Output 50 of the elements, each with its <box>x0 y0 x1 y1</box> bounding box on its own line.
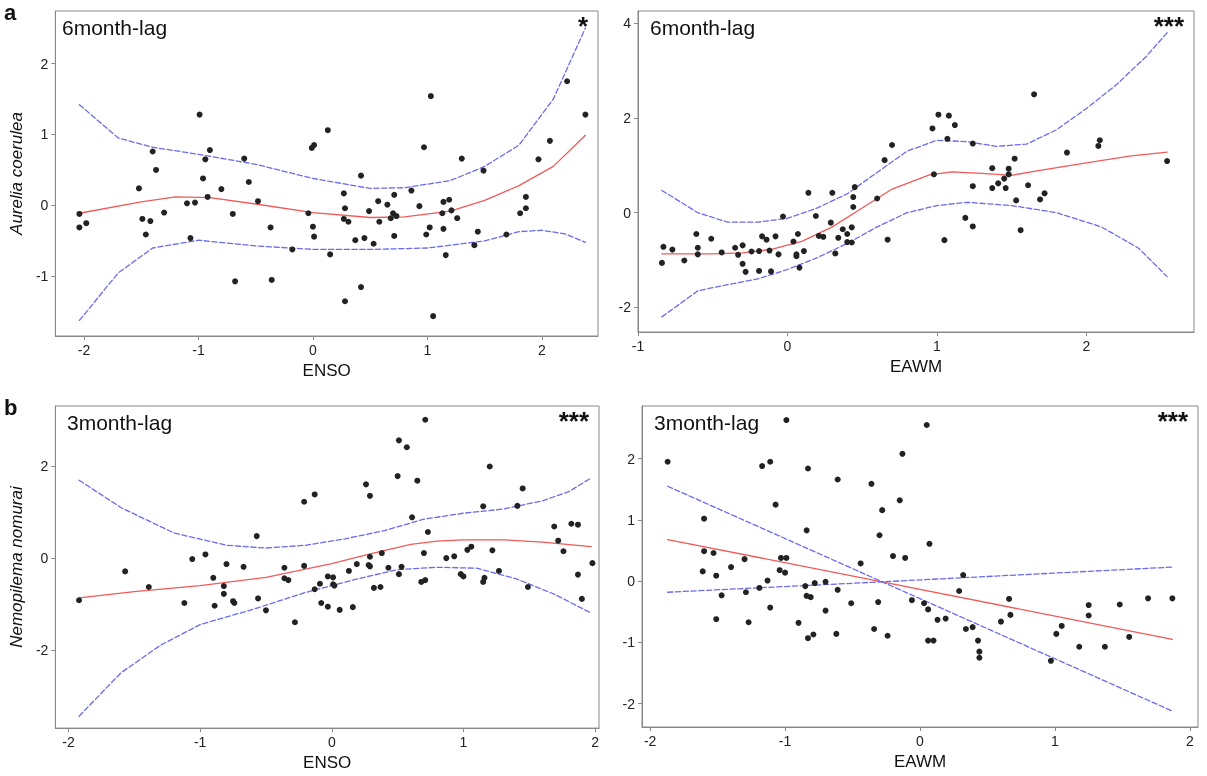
y-tick-label: 2 <box>40 458 49 475</box>
text: a <box>4 0 17 25</box>
y-tick-label: -2 <box>618 299 632 316</box>
annotation: 6month-lag <box>62 16 168 39</box>
x-axis-title: EAWM <box>889 356 943 376</box>
annotation: *** <box>1157 406 1189 436</box>
x-tick-label: -2 <box>62 734 75 751</box>
x-tick-label: 1 <box>459 734 468 751</box>
x-tick-label: 1 <box>1051 733 1060 749</box>
x-tick-label: -2 <box>643 733 657 749</box>
y-tick-label: -2 <box>35 641 49 658</box>
y-tick-label: 1 <box>40 126 49 143</box>
y-axis-title: Aurelia coerulea <box>7 112 26 236</box>
annotation: 3month-lag <box>654 411 760 434</box>
y-tick-label: 0 <box>623 204 632 221</box>
x-tick-label: 0 <box>327 734 336 751</box>
x-tick-label: 2 <box>538 342 546 358</box>
y-axis-title: Nemopilema nomurai <box>7 485 26 648</box>
annotation: *** <box>1153 11 1185 41</box>
annotation: 6month-lag <box>650 16 756 39</box>
annotation: *** <box>558 406 590 436</box>
x-tick-label: 0 <box>309 342 318 358</box>
x-tick-label: 2 <box>1082 338 1091 354</box>
x-tick-label: -2 <box>77 342 91 358</box>
x-axis-title: ENSO <box>302 360 351 380</box>
y-tick-label: 0 <box>627 573 636 590</box>
x-tick-label: -1 <box>193 734 207 751</box>
y-tick-label: 0 <box>40 550 49 567</box>
x-axis-title: EAWM <box>893 751 947 771</box>
x-tick-label: 2 <box>591 734 600 751</box>
y-tick-label: -1 <box>622 634 636 651</box>
text: b <box>4 394 18 420</box>
y-tick-label: 4 <box>623 15 632 32</box>
x-tick-label: -1 <box>192 342 205 358</box>
annotation: * <box>577 11 589 41</box>
x-tick-label: 0 <box>783 338 792 354</box>
x-tick-label: 1 <box>933 338 942 354</box>
x-tick-label: 2 <box>1186 733 1194 749</box>
x-tick-label: -1 <box>778 733 792 749</box>
x-tick-label: 1 <box>423 342 432 358</box>
annotation: 3month-lag <box>67 411 173 434</box>
y-tick-label: 2 <box>40 55 49 72</box>
y-tick-label: 1 <box>627 511 636 528</box>
x-tick-label: 0 <box>916 733 925 749</box>
y-tick-label: 0 <box>40 197 49 214</box>
y-tick-label: 2 <box>627 450 636 467</box>
x-axis-title: ENSO <box>303 753 352 772</box>
y-tick-label: 2 <box>623 110 632 126</box>
y-tick-label: -2 <box>622 695 636 712</box>
y-tick-label: -1 <box>35 268 49 285</box>
